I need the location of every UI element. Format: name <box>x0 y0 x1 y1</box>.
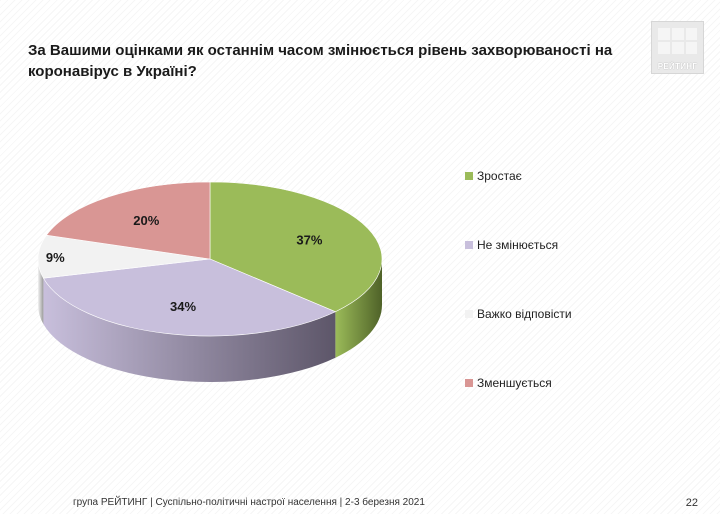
pie-sides <box>37 259 382 383</box>
slice-1-side <box>335 259 382 358</box>
legend-label-1: Зростає <box>477 169 522 183</box>
rating-logo: РЕЙТИНГ <box>651 21 704 74</box>
chart-legend: Зростає Не змінюється Важко відповісти Змен… <box>465 169 572 390</box>
slice-4-label: 20% <box>133 213 159 228</box>
pie-labels: 37% 34% 9% 20% <box>46 213 323 314</box>
slice-2-side <box>43 278 336 383</box>
slice-3-side <box>37 259 44 325</box>
footer-source: група РЕЙТИНГ | Суспільно-політичні наст… <box>73 497 425 508</box>
legend-label-2: Не змінюється <box>477 238 558 252</box>
legend-label-3: Важко відповісти <box>477 307 572 321</box>
chart-title: За Вашими оцінками як останнім часом змі… <box>28 42 613 80</box>
slice-4 <box>45 181 211 260</box>
slice-3-label: 9% <box>46 250 65 265</box>
logo-text: РЕЙТИНГ <box>657 62 698 71</box>
slice-1 <box>209 181 383 313</box>
legend-swatch-1 <box>465 172 473 180</box>
legend-swatch-3 <box>465 310 473 318</box>
pie-slices <box>37 181 383 337</box>
page-number: 22 <box>685 497 698 509</box>
slice-3 <box>37 234 211 279</box>
legend-swatch-4 <box>465 379 473 387</box>
legend-swatch-2 <box>465 241 473 249</box>
slice-2 <box>42 258 337 337</box>
slice-1-label: 37% <box>296 233 322 248</box>
legend-label-4: Зменшується <box>477 376 552 390</box>
slice-2-label: 34% <box>170 299 196 314</box>
